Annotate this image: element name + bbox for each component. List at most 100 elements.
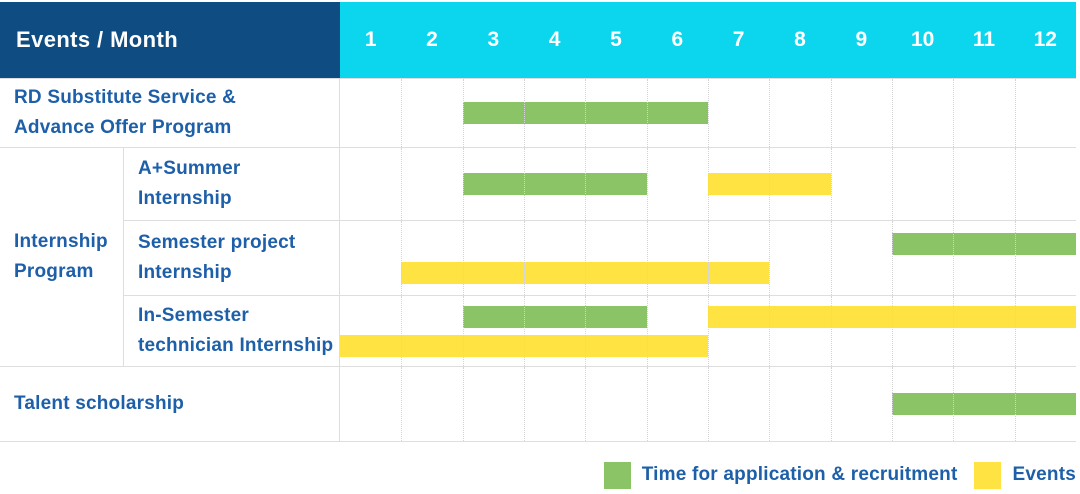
header-corner-cell: Events / Month <box>0 2 340 78</box>
month-header-cell-2: 2 <box>426 28 438 51</box>
row-label-line: Advance Offer Program <box>14 117 232 138</box>
legend-events-label: Events <box>1012 464 1076 485</box>
legend-application-swatch <box>603 461 631 489</box>
month-header-cell-10: 10 <box>910 28 935 51</box>
month-gridline <box>953 79 955 147</box>
month-header-cell-1: 1 <box>364 28 377 51</box>
row-label-line: Internship <box>138 188 232 209</box>
month-gridline <box>524 367 525 441</box>
month-header-cell-3: 3 <box>487 28 500 51</box>
month-gridline <box>830 148 832 220</box>
row-label-rd-substitute-service: RD Substitute Service & Advance Offer Pr… <box>0 78 340 147</box>
month-gridline <box>769 221 771 295</box>
month-header-cell-5: 5 <box>610 28 622 51</box>
month-header-cell-11: 11 <box>972 28 996 51</box>
month-gridline <box>892 148 893 220</box>
month-gridline <box>585 367 587 441</box>
row-label-semester-project-internship: Semester project Internship <box>124 220 340 295</box>
row-label-line: Internship <box>138 262 232 283</box>
month-gridline <box>646 79 648 147</box>
gantt-track-semester-project-internship <box>340 220 1076 295</box>
group-label-internship-program: Internship Program <box>0 147 124 366</box>
month-header-cell-7: 7 <box>732 28 745 51</box>
row-label-line: technician Internship <box>138 335 334 356</box>
month-gridline <box>524 148 525 220</box>
month-gridline <box>830 221 832 295</box>
month-gridline <box>769 148 771 220</box>
gantt-track-rd-substitute-service <box>340 78 1076 147</box>
gantt-track-talent-scholarship <box>340 366 1076 442</box>
gantt-line <box>340 232 1076 255</box>
month-gridline <box>892 296 893 366</box>
month-gridline <box>892 221 893 295</box>
gantt-track-in-semester-technician-internship <box>340 295 1076 366</box>
month-gridline <box>1014 79 1016 147</box>
month-gridline <box>524 221 525 295</box>
row-label-in-semester-technician-internship: In-Semester technician Internship <box>124 295 340 366</box>
row-label-talent-scholarship: Talent scholarship <box>0 366 340 442</box>
month-gridline <box>462 148 464 220</box>
application-recruitment-bar <box>462 173 647 195</box>
month-gridline <box>524 79 525 147</box>
application-recruitment-bar <box>892 393 1076 415</box>
row-label-line: In-Semester <box>138 305 249 326</box>
month-header-cell-4: 4 <box>548 28 561 51</box>
month-gridline <box>401 296 403 366</box>
month-gridline <box>524 296 525 366</box>
month-gridline <box>769 296 771 366</box>
legend-events-swatch <box>974 461 1002 489</box>
month-gridline <box>401 221 403 295</box>
month-gridline <box>769 367 771 441</box>
month-gridline <box>708 367 709 441</box>
month-header-cell-8: 8 <box>794 28 806 51</box>
month-gridline <box>892 79 893 147</box>
month-gridline <box>401 367 403 441</box>
month-gridline <box>585 148 587 220</box>
row-label-line: A+Summer <box>138 158 241 179</box>
month-gridline <box>953 148 955 220</box>
month-gridline <box>953 296 955 366</box>
month-gridline <box>830 79 832 147</box>
month-gridline <box>585 79 587 147</box>
month-gridline <box>953 367 955 441</box>
month-gridline <box>892 367 893 441</box>
header-corner-label: Events / Month <box>16 27 179 52</box>
month-gridline <box>585 221 587 295</box>
month-gridline <box>646 296 648 366</box>
month-gridline <box>401 79 403 147</box>
month-gridline <box>462 296 464 366</box>
month-gridline <box>830 367 832 441</box>
month-gridline <box>401 148 403 220</box>
row-label-line: Semester project <box>138 232 296 253</box>
month-header-cell-9: 9 <box>855 28 868 51</box>
application-recruitment-bar <box>462 102 708 124</box>
month-gridline <box>462 79 464 147</box>
month-gridline <box>1014 367 1016 441</box>
schedule-table: Events / Month 1 2 3 4 5 6 7 8 9 10 11 1… <box>0 2 1076 442</box>
month-gridline <box>953 221 955 295</box>
month-gridline <box>708 221 709 295</box>
month-gridline <box>462 367 464 441</box>
month-gridline <box>646 148 648 220</box>
gantt-track-a-plus-summer-internship <box>340 147 1076 220</box>
month-gridline <box>708 296 709 366</box>
month-gridline <box>462 221 464 295</box>
month-gridline <box>708 148 709 220</box>
month-gridline <box>585 296 587 366</box>
gantt-line <box>340 393 1076 415</box>
month-header-cell-12: 12 <box>1033 28 1057 51</box>
gantt-line <box>340 102 1076 124</box>
month-header-cell-6: 6 <box>671 28 684 51</box>
month-gridline <box>1014 296 1016 366</box>
month-header-row: 1 2 3 4 5 6 7 8 9 10 11 12 <box>340 2 1076 78</box>
row-label-line: Talent scholarship <box>14 393 185 414</box>
month-gridline <box>769 79 771 147</box>
month-gridline <box>646 367 648 441</box>
row-label-a-plus-summer-internship: A+Summer Internship <box>124 147 340 220</box>
month-gridline <box>646 221 648 295</box>
legend: Time for application & recruitment Event… <box>0 458 1076 492</box>
month-gridline <box>830 296 832 366</box>
group-label-line: Internship <box>14 231 108 252</box>
group-label-line: Program <box>14 261 94 282</box>
